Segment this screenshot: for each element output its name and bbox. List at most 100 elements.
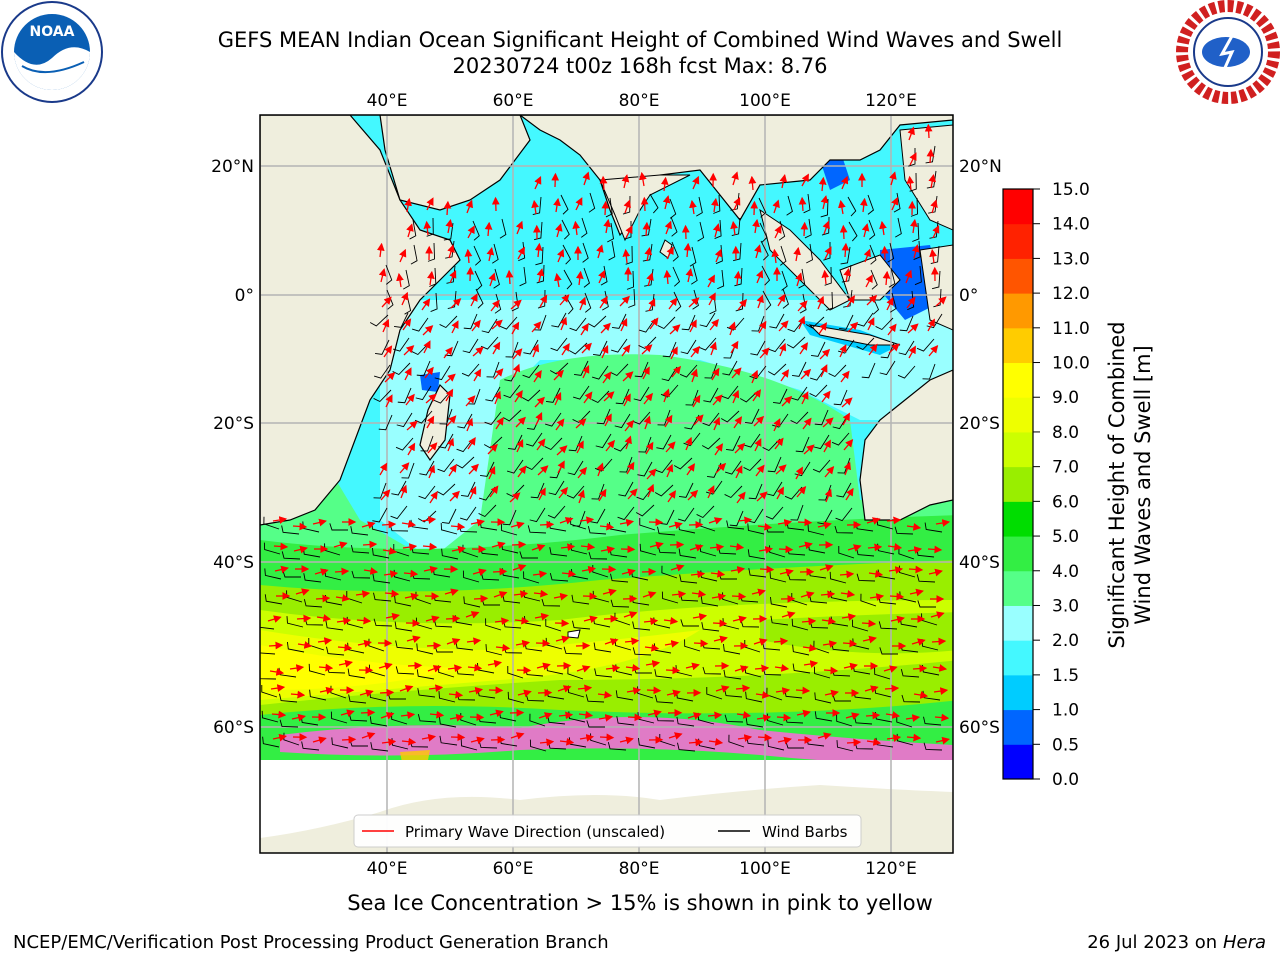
wind-barb [923,742,943,751]
wave-arrow [402,318,412,331]
wind-barb [657,526,676,536]
wave-arrow [536,662,551,671]
wind-barb [916,338,935,352]
title-line-2: 20230724 t00z 168h fcst Max: 8.76 [452,54,828,78]
wave-arrow [714,248,723,263]
wave-arrow [748,175,757,191]
wave-arrow [510,732,525,740]
colorbar-cell [1003,293,1033,329]
wind-barb [303,598,323,608]
wave-arrow [581,565,597,574]
wind-barb [505,341,519,358]
wave-arrow [443,200,452,216]
wave-arrow [709,318,719,331]
colorbar-tick-label: 10.0 [1052,354,1090,374]
wave-arrow [774,437,784,450]
wind-barb [394,595,412,607]
wave-arrow [381,296,392,308]
wind-barb [461,363,480,377]
wind-barb [560,194,569,215]
wave-arrow [927,318,935,332]
wave-arrow [533,370,542,383]
wind-barb [703,387,719,403]
wave-arrow [797,518,813,527]
wind-barb [286,641,305,653]
wave-arrow [539,294,548,308]
sea-ice [280,716,953,765]
wave-arrow [846,738,862,747]
wave-arrow [598,714,614,722]
wind-barb [673,291,682,312]
wave-arrow [534,396,545,408]
wave-arrow [692,394,701,408]
wind-barb [593,642,612,653]
wind-barb [722,360,738,376]
wave-arrow [801,173,809,187]
wind-barb [726,520,745,530]
wave-arrow [754,244,762,259]
wave-arrow [796,709,811,718]
wind-barb [724,714,744,723]
wave-arrow [756,294,764,309]
wave-arrow [670,564,685,572]
australia [859,369,953,521]
wind-barb [418,485,436,500]
wave-arrow [797,315,806,330]
wave-arrow [710,569,726,578]
wind-barb [347,668,366,679]
wind-barb [684,639,701,652]
wave-arrow [621,568,636,577]
wave-arrow [399,685,414,693]
wave-arrow [733,270,742,286]
wave-arrow [426,641,442,650]
wave-arrow [823,439,831,453]
wave-arrow [423,565,438,574]
wind-barb [561,219,570,240]
wave-arrow [383,345,393,358]
wind-barb [303,573,322,583]
wave-arrow [513,590,529,599]
wave-arrow [735,465,743,479]
wave-arrow [381,520,397,529]
wind-barb [894,526,914,535]
wave-arrow [512,564,527,572]
wave-arrow [599,175,608,191]
wave-arrow [668,297,678,310]
wave-arrow [450,298,462,309]
wind-barb [728,734,745,748]
wind-barb [909,172,917,192]
wave-arrow [623,611,638,619]
colorbar-cell [1003,189,1033,225]
wave-arrow [514,616,530,625]
wind-barb [439,735,458,746]
wind-barb [900,668,920,678]
wave-arrow [777,293,786,307]
wave-arrow [728,321,736,336]
wave-arrow [360,708,376,717]
wave-arrow [862,635,877,644]
wave-arrow [795,466,803,480]
wave-arrow [559,737,575,746]
wind-barb [689,246,697,267]
wave-arrow [869,593,885,601]
wind-barb [745,717,764,728]
wind-barb [385,264,393,285]
wind-barb [734,267,743,287]
wave-arrow [290,690,306,699]
wind-barb [261,710,279,723]
wave-arrow [515,639,531,648]
wave-arrow [464,248,473,264]
wind-barb [914,265,922,286]
wave-arrow [559,316,568,331]
wave-arrow [535,412,543,426]
wave-arrow [600,322,611,334]
wind-barb [804,218,812,239]
wave-arrow [509,492,521,503]
wave-arrow [296,614,312,623]
wave-arrow [642,221,651,237]
wave-arrow [407,661,423,670]
wind-barb [373,364,391,379]
wave-arrow [449,490,460,502]
noaa-logo: NOAA [0,0,104,104]
wind-barb [691,264,698,285]
